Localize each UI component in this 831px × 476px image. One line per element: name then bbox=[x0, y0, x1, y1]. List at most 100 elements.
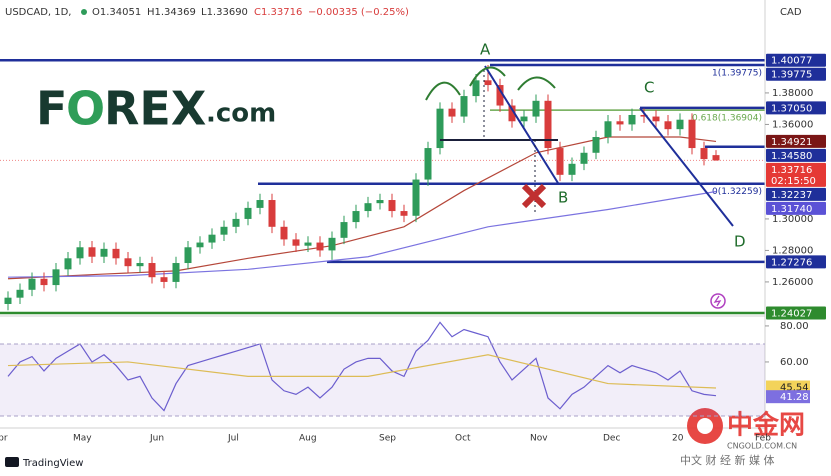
price-tag-box bbox=[766, 67, 826, 81]
candle-body bbox=[64, 258, 72, 270]
candle-body bbox=[388, 200, 396, 212]
price-tag-label: 1.32237 bbox=[771, 190, 812, 201]
x-tick-label: Jul bbox=[227, 434, 239, 444]
candle-body bbox=[4, 297, 12, 304]
candle-body bbox=[352, 211, 360, 223]
candle-body bbox=[280, 226, 288, 240]
candle-body bbox=[112, 248, 120, 259]
indicator-tag-label: 41.28 bbox=[780, 392, 809, 403]
price-tag: 1.37050 bbox=[766, 101, 826, 115]
candle-body bbox=[580, 152, 588, 164]
shoulder-arc bbox=[517, 76, 556, 91]
fib-label: 0.618(1.36904) bbox=[692, 114, 762, 124]
candle-body bbox=[556, 148, 564, 175]
platform-icon bbox=[5, 457, 19, 467]
candle-body bbox=[220, 226, 228, 235]
rsi-line bbox=[7, 321, 717, 412]
candle-body bbox=[508, 105, 516, 122]
legend-value: H1.34369 bbox=[147, 7, 196, 18]
legend-value: −0.00335 (−0.25%) bbox=[308, 7, 409, 18]
price-tag-box bbox=[766, 255, 826, 269]
trendline bbox=[639, 107, 734, 227]
logo-text: O bbox=[66, 82, 105, 136]
candle-body bbox=[88, 247, 96, 257]
candle-body bbox=[604, 121, 612, 138]
price-tag: 1.34580 bbox=[766, 148, 826, 162]
annotation: D bbox=[734, 233, 746, 251]
y-tick-label: 80.00 bbox=[780, 321, 809, 332]
price-tag-label: 1.37050 bbox=[771, 103, 812, 114]
candle-body bbox=[208, 234, 216, 243]
candle-body bbox=[376, 200, 384, 204]
candle-body bbox=[484, 80, 492, 86]
candle-body bbox=[316, 242, 324, 251]
logo: F O REX .com bbox=[36, 82, 276, 136]
price-tag-box bbox=[766, 53, 826, 67]
price-tag-label: 1.27276 bbox=[771, 257, 812, 268]
candle-body bbox=[232, 218, 240, 227]
status-dot bbox=[81, 9, 87, 15]
candle-body bbox=[40, 278, 48, 286]
x-tick-label: Aug bbox=[299, 434, 317, 444]
price-tag-label: 1.31740 bbox=[771, 204, 812, 215]
candle-body bbox=[268, 200, 276, 227]
candle-body bbox=[652, 116, 660, 122]
price-tag: 1.39775 bbox=[766, 67, 826, 81]
candle-body bbox=[616, 121, 624, 125]
candle-body bbox=[712, 155, 720, 161]
y-tick-label: 1.28000 bbox=[772, 245, 813, 256]
countdown: 02:15:50 bbox=[771, 176, 816, 187]
fib-label: 1(1.39775) bbox=[712, 68, 762, 78]
price-tag-label: 1.40077 bbox=[771, 56, 812, 67]
x-tick-label: 20 bbox=[672, 434, 684, 444]
header: USDCAD, 1D, O1.34051 H1.34369 L1.33690 C… bbox=[5, 7, 802, 18]
candle-body bbox=[688, 119, 696, 149]
candle-body bbox=[172, 263, 180, 282]
candle-body bbox=[424, 148, 432, 180]
candle-body bbox=[148, 263, 156, 278]
event-icon bbox=[713, 295, 722, 307]
candle-body bbox=[184, 247, 192, 264]
y-tick-label: 1.38000 bbox=[772, 88, 813, 99]
candle-body bbox=[448, 108, 456, 117]
candle-body bbox=[532, 100, 540, 117]
candle-body bbox=[700, 148, 708, 160]
indicator-tag-label: 45.54 bbox=[780, 383, 809, 394]
rsi-band bbox=[0, 343, 765, 416]
price-tag: 1.24027 bbox=[766, 306, 826, 320]
candle-body bbox=[628, 114, 636, 125]
price-tag-box bbox=[766, 134, 826, 148]
shoulder-arc bbox=[425, 81, 461, 101]
indicator-tag-box bbox=[766, 390, 810, 404]
event-icon bbox=[710, 293, 726, 309]
price-tag-box bbox=[766, 187, 826, 201]
x-tick-label: Nov bbox=[530, 434, 548, 444]
price-tag-box bbox=[766, 201, 826, 215]
price-tag-label: 1.34580 bbox=[771, 151, 812, 162]
price-tag-box bbox=[766, 306, 826, 320]
candle-body bbox=[460, 96, 468, 117]
candle-body bbox=[196, 242, 204, 248]
candle-body bbox=[100, 248, 108, 257]
price-tag-box bbox=[766, 162, 826, 187]
annotation: A bbox=[480, 41, 491, 59]
candle-body bbox=[676, 119, 684, 130]
watermark-icon bbox=[697, 418, 713, 434]
drawings bbox=[425, 65, 734, 309]
price-tag: 1.34921 bbox=[766, 134, 826, 148]
fib-label: 0(1.32259) bbox=[712, 187, 762, 197]
symbol: USDCAD, 1D, bbox=[5, 7, 72, 18]
watermark-title: 中金网 bbox=[727, 410, 805, 441]
candle-body bbox=[304, 242, 312, 246]
x-tick-label: May bbox=[73, 434, 92, 444]
x-tick-label: Feb bbox=[755, 434, 771, 444]
candle-body bbox=[436, 108, 444, 149]
candle-body bbox=[244, 207, 252, 219]
x-tick-label: Apr bbox=[0, 434, 8, 444]
candle-body bbox=[76, 247, 84, 259]
price-tag: 1.32237 bbox=[766, 187, 826, 201]
annotation: B bbox=[558, 189, 568, 207]
candle-body bbox=[328, 237, 336, 251]
